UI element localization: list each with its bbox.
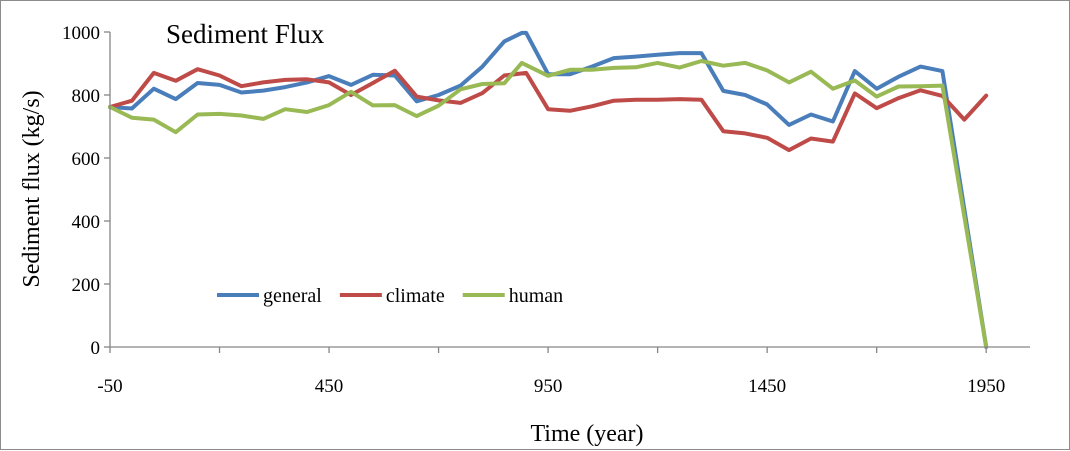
y-tick-label: 800: [72, 86, 101, 107]
x-tick-label: -50: [97, 376, 122, 397]
legend-label-climate: climate: [386, 285, 445, 307]
series-line-general: [108, 30, 989, 349]
y-tick-label: 0: [91, 338, 101, 359]
x-tick-label: 1950: [967, 376, 1005, 397]
axes-layer: 0 200 400 600 800 1000 -50 450 950 1450 1950: [62, 23, 1030, 397]
y-tick-label: 600: [72, 149, 101, 170]
x-tick-label: 450: [315, 376, 344, 397]
y-tick-label: 1000: [62, 23, 100, 44]
legend-label-general: general: [263, 285, 322, 307]
x-tick-label: 1450: [748, 376, 786, 397]
legend-label-human: human: [509, 285, 563, 307]
series-line-human: [108, 59, 989, 349]
series-line-climate: [108, 67, 989, 153]
x-tick-label: 950: [534, 376, 563, 397]
y-tick-label: 400: [72, 212, 101, 233]
chart-title: Sediment Flux: [166, 19, 325, 49]
series-layer: [108, 30, 989, 349]
y-tick-label: 200: [72, 275, 101, 296]
legend: general climate human: [217, 285, 563, 307]
y-axis-title: Sediment flux (kg/s): [19, 90, 45, 287]
x-axis-title: Time (year): [530, 421, 643, 447]
